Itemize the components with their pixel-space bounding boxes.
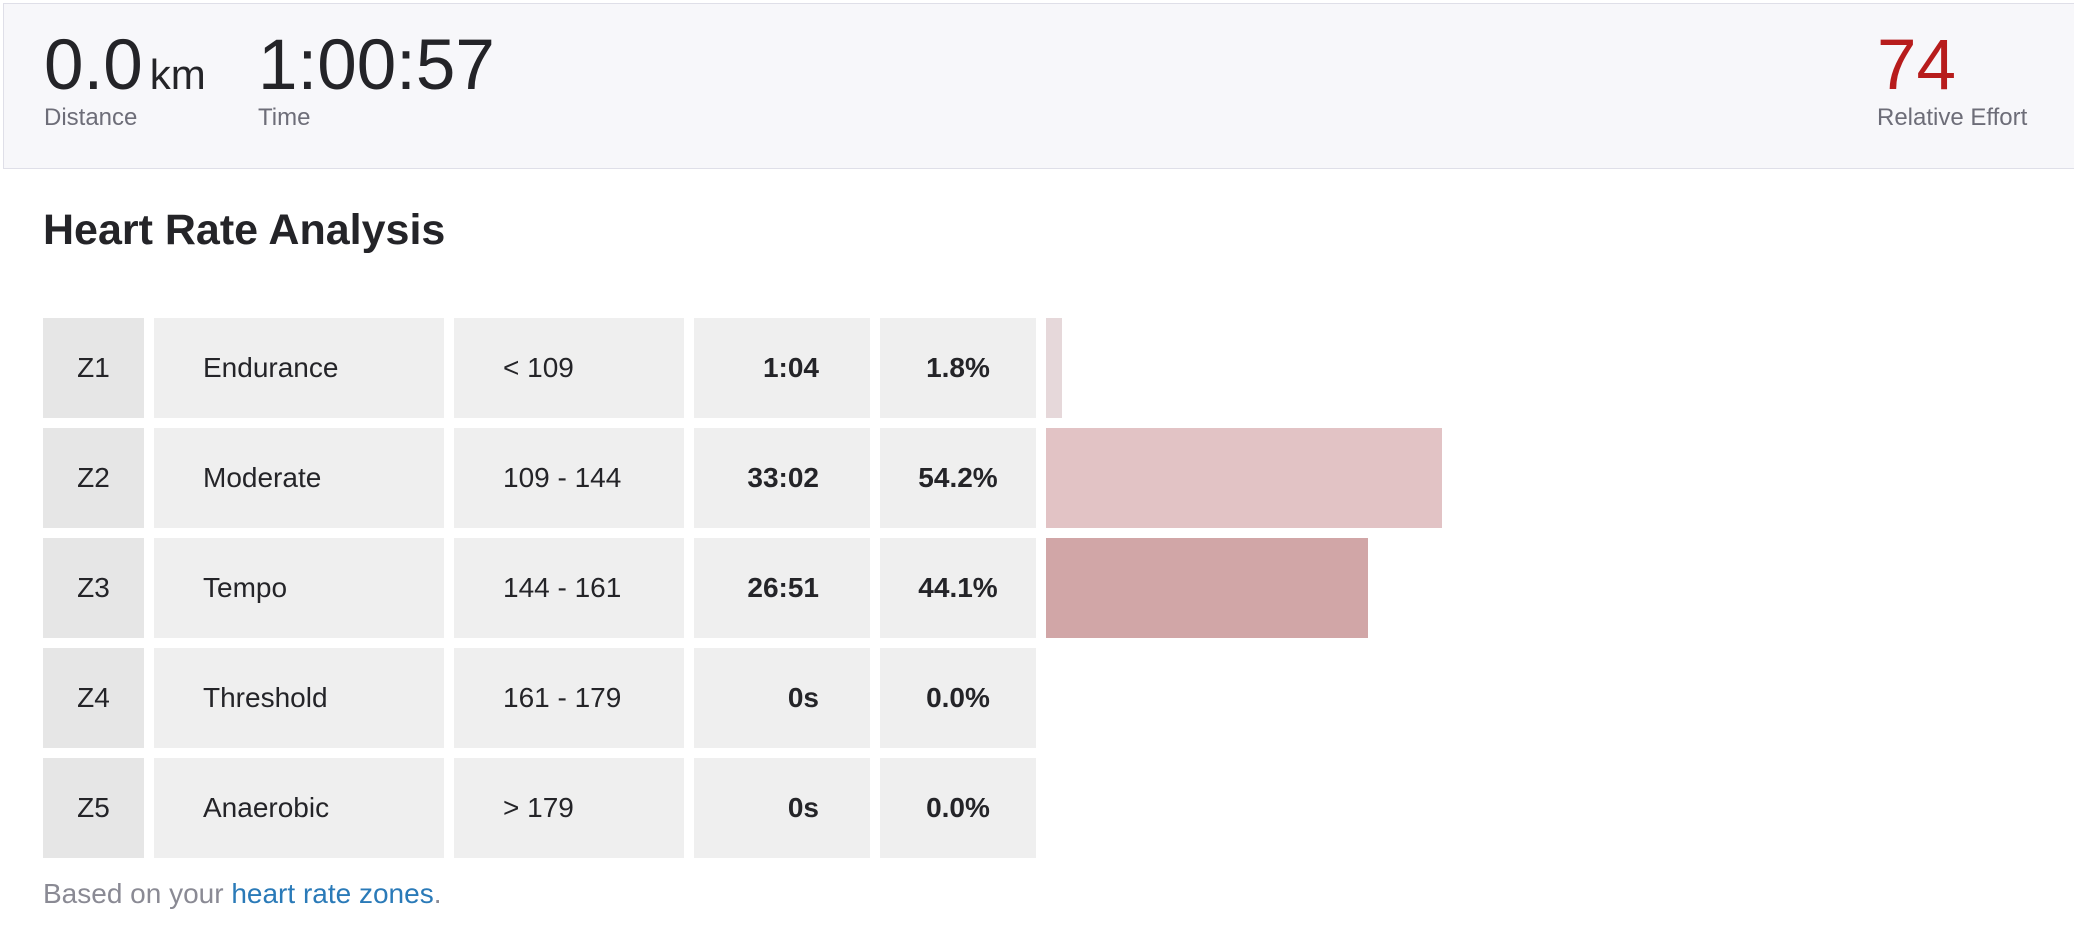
zone-percent: 0.0% xyxy=(880,758,1036,858)
zone-bar xyxy=(1046,318,1062,418)
zone-bar xyxy=(1046,538,1368,638)
zone-name: Moderate xyxy=(154,428,444,528)
zone-row-z2: Z2 Moderate 109 - 144 33:02 54.2% xyxy=(43,428,1583,528)
zone-percent: 0.0% xyxy=(880,648,1036,748)
zone-name: Anaerobic xyxy=(154,758,444,858)
distance-unit: km xyxy=(149,51,206,98)
zone-bpm-range: < 109 xyxy=(454,318,684,418)
time-value: 1:00:57 xyxy=(258,26,495,105)
footnote: Based on your heart rate zones. xyxy=(43,878,441,910)
time-label: Time xyxy=(258,104,311,131)
zone-row-z1: Z1 Endurance < 109 1:04 1.8% xyxy=(43,318,1583,418)
zone-label: Z2 xyxy=(43,428,144,528)
zone-time: 0s xyxy=(694,648,870,748)
zone-row-z3: Z3 Tempo 144 - 161 26:51 44.1% xyxy=(43,538,1583,638)
zone-bpm-range: > 179 xyxy=(454,758,684,858)
zone-percent: 54.2% xyxy=(880,428,1036,528)
distance-number: 0.0 xyxy=(44,26,143,105)
relative-effort-label: Relative Effort xyxy=(1877,104,2028,131)
distance-label: Distance xyxy=(44,104,138,131)
zone-name: Endurance xyxy=(154,318,444,418)
zone-row-z5: Z5 Anaerobic > 179 0s 0.0% xyxy=(43,758,1583,858)
zone-time: 1:04 xyxy=(694,318,870,418)
zone-percent: 44.1% xyxy=(880,538,1036,638)
zone-percent: 1.8% xyxy=(880,318,1036,418)
zone-bpm-range: 109 - 144 xyxy=(454,428,684,528)
zone-label: Z3 xyxy=(43,538,144,638)
activity-stats-bar: 0.0 km Distance 1:00:57 Time 74 Relative … xyxy=(3,3,2074,169)
zone-name: Tempo xyxy=(154,538,444,638)
zone-time: 33:02 xyxy=(694,428,870,528)
zone-name: Threshold xyxy=(154,648,444,748)
distance-value: 0.0 km xyxy=(44,21,206,120)
zone-label: Z4 xyxy=(43,648,144,748)
zone-label: Z1 xyxy=(43,318,144,418)
footnote-prefix: Based on your xyxy=(43,878,232,909)
zone-time: 0s xyxy=(694,758,870,858)
heart-rate-zones-link[interactable]: heart rate zones xyxy=(231,878,434,909)
zone-time: 26:51 xyxy=(694,538,870,638)
zone-bpm-range: 144 - 161 xyxy=(454,538,684,638)
footnote-suffix: . xyxy=(433,878,442,909)
zone-bar xyxy=(1046,428,1442,528)
zone-bpm-range: 161 - 179 xyxy=(454,648,684,748)
zone-label: Z5 xyxy=(43,758,144,858)
relative-effort-value: 74 xyxy=(1877,26,1956,105)
section-title: Heart Rate Analysis xyxy=(43,206,446,254)
zone-row-z4: Z4 Threshold 161 - 179 0s 0.0% xyxy=(43,648,1583,748)
